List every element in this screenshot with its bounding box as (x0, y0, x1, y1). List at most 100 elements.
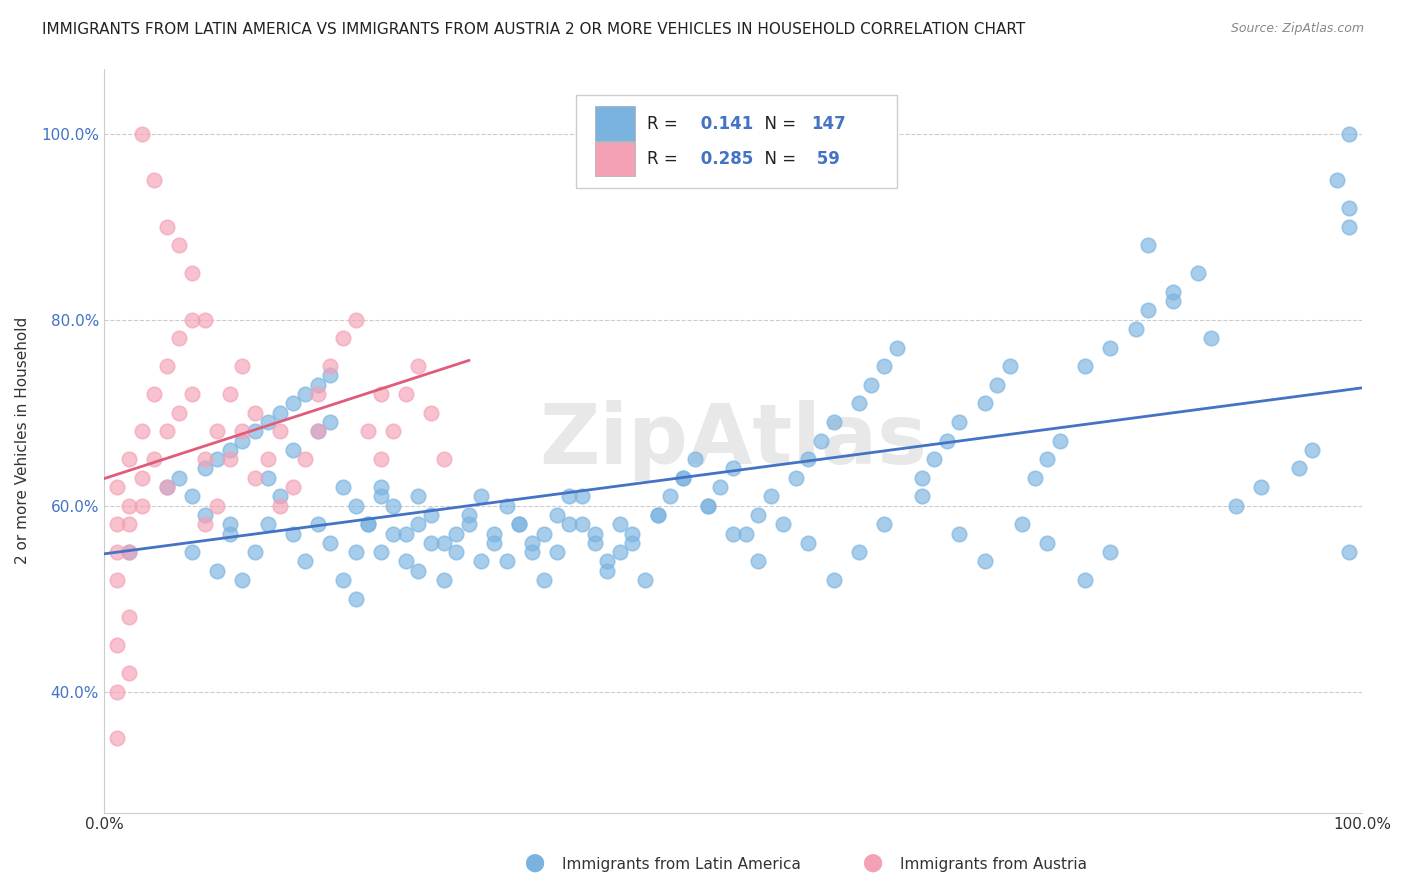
Point (269, 489, 291, 503)
Point (231, 359, 253, 373)
Point (873, 359, 896, 373)
Point (194, 461, 217, 475)
Point (1187, 266, 1209, 280)
Point (294, 387, 316, 401)
Point (860, 377, 883, 392)
Point (571, 517, 593, 532)
Point (1074, 359, 1097, 373)
Point (1326, 173, 1348, 187)
Point (281, 442, 304, 457)
Point (1250, 480, 1272, 494)
Point (823, 415, 845, 429)
Point (205, 564, 228, 578)
Point (408, 564, 430, 578)
Point (332, 573, 354, 587)
Point (408, 359, 430, 373)
Point (105, 545, 128, 559)
Point (1074, 573, 1097, 587)
Point (508, 517, 530, 532)
Point (243, 545, 266, 559)
Point (181, 387, 204, 401)
Point (269, 424, 291, 438)
Point (156, 480, 179, 494)
Point (1137, 238, 1160, 252)
Point (621, 526, 644, 541)
Point (734, 526, 756, 541)
Point (382, 526, 405, 541)
Point (785, 471, 807, 485)
Point (457, 517, 479, 532)
Point (520, 536, 543, 550)
Text: N =: N = (755, 150, 801, 169)
Point (243, 471, 266, 485)
Text: Immigrants from Latin America: Immigrants from Latin America (562, 857, 801, 872)
Point (105, 517, 128, 532)
Text: ⬤: ⬤ (862, 854, 882, 872)
Point (105, 573, 128, 587)
Point (370, 545, 392, 559)
Point (482, 526, 505, 541)
Point (470, 489, 492, 503)
Point (558, 489, 581, 503)
Point (357, 517, 380, 532)
Point (118, 452, 141, 467)
Point (143, 173, 166, 187)
Point (546, 545, 568, 559)
Point (169, 471, 191, 485)
Point (1161, 293, 1184, 308)
Point (194, 312, 217, 326)
Point (194, 508, 217, 522)
Point (281, 480, 304, 494)
Point (621, 536, 644, 550)
Point (1301, 442, 1323, 457)
Point (1024, 471, 1046, 485)
Point (709, 480, 731, 494)
Point (218, 517, 240, 532)
Point (911, 471, 934, 485)
Point (420, 406, 443, 420)
Point (194, 452, 217, 467)
Point (1011, 517, 1033, 532)
Text: 0.141: 0.141 (695, 114, 754, 133)
FancyBboxPatch shape (595, 106, 636, 141)
Text: N =: N = (755, 114, 801, 133)
Point (205, 424, 228, 438)
Point (231, 573, 253, 587)
Point (444, 526, 467, 541)
Point (647, 508, 669, 522)
Point (105, 731, 128, 746)
Point (647, 508, 669, 522)
Point (357, 424, 380, 438)
Point (408, 517, 430, 532)
Point (370, 387, 392, 401)
Point (1199, 331, 1222, 345)
Point (319, 359, 342, 373)
Point (218, 387, 240, 401)
Point (444, 545, 467, 559)
Point (495, 554, 517, 568)
Point (294, 554, 316, 568)
Point (609, 545, 631, 559)
Point (973, 554, 995, 568)
Point (370, 452, 392, 467)
Point (609, 517, 631, 532)
Point (105, 684, 128, 698)
Point (596, 554, 619, 568)
Point (533, 526, 555, 541)
Point (672, 471, 695, 485)
Point (408, 489, 430, 503)
Point (797, 536, 820, 550)
Point (810, 434, 832, 448)
Point (759, 489, 782, 503)
Point (395, 554, 418, 568)
Point (118, 545, 141, 559)
Point (156, 424, 179, 438)
Point (118, 666, 141, 681)
Point (307, 377, 329, 392)
Text: ⬤: ⬤ (524, 854, 544, 872)
Point (181, 312, 204, 326)
Point (243, 424, 266, 438)
Point (482, 536, 505, 550)
Point (307, 517, 329, 532)
Point (218, 526, 240, 541)
